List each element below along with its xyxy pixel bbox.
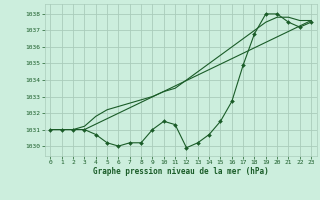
- X-axis label: Graphe pression niveau de la mer (hPa): Graphe pression niveau de la mer (hPa): [93, 167, 269, 176]
